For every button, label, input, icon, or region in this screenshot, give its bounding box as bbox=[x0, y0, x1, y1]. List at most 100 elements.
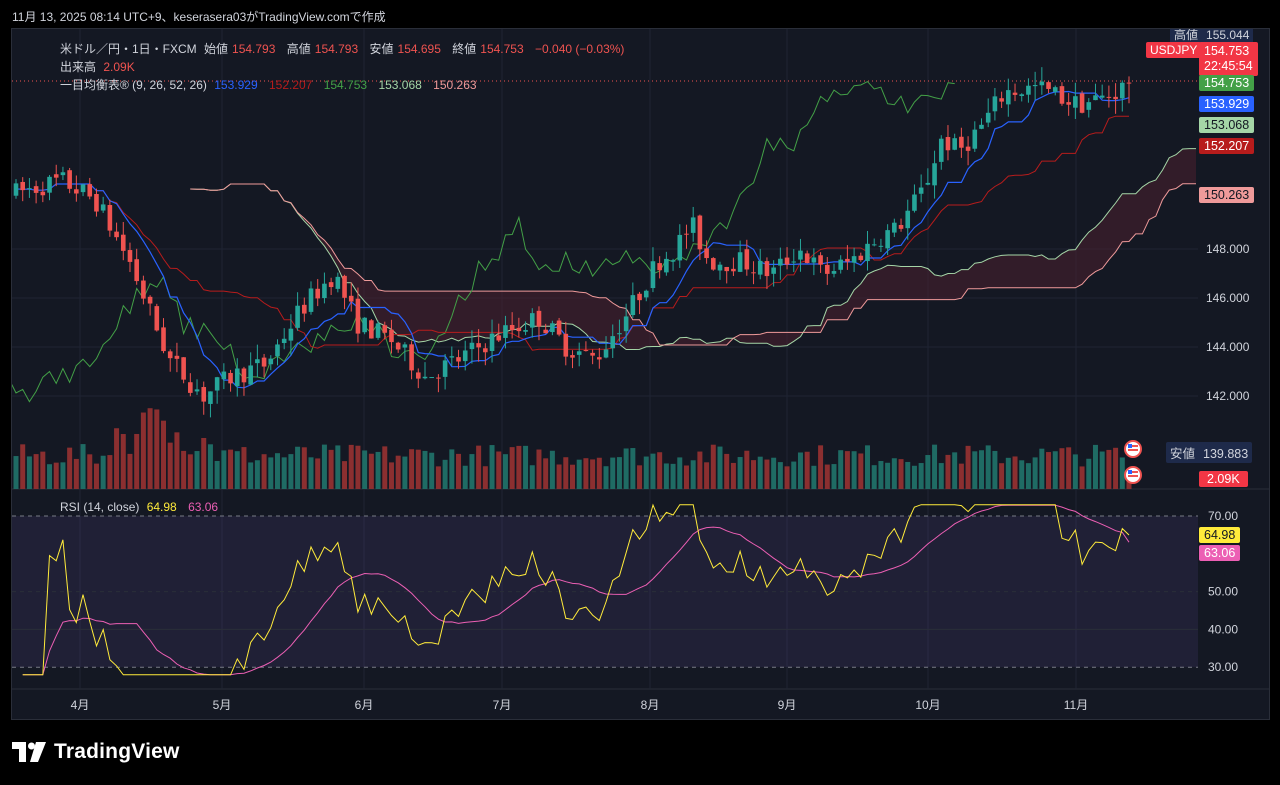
volume-bar bbox=[107, 455, 113, 489]
low-value: 154.695 bbox=[397, 42, 441, 56]
volume-bar bbox=[932, 444, 938, 489]
candle-body bbox=[831, 271, 837, 274]
volume-bar bbox=[945, 454, 951, 489]
snapshot-header: 11月 13, 2025 08:14 UTC+9、keserasera03がTr… bbox=[12, 10, 386, 24]
candle-body bbox=[415, 372, 421, 379]
candle-body bbox=[308, 288, 314, 312]
volume-bar bbox=[1086, 458, 1092, 489]
candle-body bbox=[871, 244, 877, 246]
volume-bar bbox=[254, 460, 260, 489]
candle-body bbox=[1073, 96, 1078, 108]
rsi-tick-label: 50.00 bbox=[1208, 585, 1238, 599]
time-tick-label: 8月 bbox=[641, 698, 660, 712]
low-price-tag-name: 安値 bbox=[1170, 447, 1196, 461]
candle-body bbox=[697, 215, 703, 250]
candle-body bbox=[737, 252, 743, 272]
candle-body bbox=[335, 276, 341, 289]
ichimoku-legend[interactable]: 一目均衡表® (9, 26, 52, 26) 153.929 152.207 1… bbox=[60, 76, 481, 93]
symbol-badge[interactable]: USDJPY bbox=[1146, 42, 1202, 58]
volume-bar bbox=[295, 446, 301, 489]
volume-bar bbox=[140, 412, 146, 489]
volume-bar bbox=[543, 458, 549, 489]
candle-body bbox=[40, 191, 46, 196]
volume-label: 出来高 bbox=[60, 60, 97, 74]
tradingview-brand: TradingView bbox=[54, 740, 180, 763]
candle-body bbox=[1086, 102, 1092, 110]
volume-bar bbox=[851, 451, 857, 489]
rsi-legend[interactable]: RSI (14, close) 64.98 63.06 bbox=[60, 500, 222, 514]
close-label: 終値 bbox=[452, 42, 477, 56]
volume-bar bbox=[683, 465, 689, 489]
candle-body bbox=[1059, 86, 1065, 104]
candle-body bbox=[67, 170, 72, 189]
volume-bar bbox=[53, 462, 59, 489]
candle-body bbox=[1119, 82, 1125, 99]
volume-bar bbox=[456, 453, 462, 489]
candle-body bbox=[838, 259, 843, 270]
ichimoku-span-a-value: 153.068 bbox=[378, 78, 422, 92]
candle-body bbox=[234, 368, 240, 387]
candle-body bbox=[161, 327, 166, 352]
candle-body bbox=[610, 336, 616, 349]
volume-bar bbox=[395, 455, 401, 489]
candle-body bbox=[684, 233, 689, 235]
volume-bar bbox=[13, 456, 19, 489]
volume-bar bbox=[791, 461, 797, 489]
candle-body bbox=[590, 352, 595, 356]
candle-body bbox=[865, 243, 870, 262]
volume-bar bbox=[616, 457, 622, 489]
volume-bar bbox=[797, 452, 803, 489]
volume-bar bbox=[985, 445, 991, 489]
us-flag-stripe-icon bbox=[1128, 471, 1138, 473]
symbol-legend[interactable]: 米ドル／円・1日・FXCM 始値 154.793 高値 154.793 安値 154.… bbox=[60, 40, 628, 57]
volume-bar bbox=[992, 450, 998, 489]
volume-bar bbox=[999, 463, 1005, 489]
high-price-tag-name: 高値 bbox=[1174, 28, 1199, 42]
tradingview-logo[interactable]: TradingView bbox=[12, 740, 180, 764]
candle-body bbox=[878, 245, 884, 247]
candle-body bbox=[1039, 81, 1045, 86]
candle-body bbox=[469, 342, 475, 350]
volume-bar bbox=[476, 445, 482, 489]
volume-bar bbox=[1032, 457, 1038, 489]
candle-body bbox=[20, 181, 26, 191]
volume-bar bbox=[965, 445, 971, 489]
volume-bar bbox=[670, 463, 676, 489]
candle-body bbox=[1126, 82, 1132, 84]
volume-bar bbox=[482, 466, 488, 489]
open-value: 154.793 bbox=[232, 42, 276, 56]
candle-body bbox=[798, 250, 803, 260]
volume-bar bbox=[764, 459, 770, 489]
volume-bar bbox=[1066, 447, 1072, 489]
candle-body bbox=[952, 138, 957, 150]
volume-bar bbox=[415, 449, 421, 489]
volume-bar bbox=[630, 448, 636, 489]
chart-canvas[interactable]: 148.000 146.000 144.000 142.000 4月 5月 6月 7月 8月 9月… bbox=[12, 29, 1270, 720]
candle-body bbox=[965, 146, 971, 151]
ichimoku-span-b-line bbox=[190, 183, 1196, 346]
candle-body bbox=[617, 333, 622, 335]
volume-bar bbox=[690, 460, 696, 489]
volume-legend[interactable]: 出来高 2.09K bbox=[60, 58, 139, 75]
volume-bar bbox=[523, 445, 529, 489]
volume-bar bbox=[717, 446, 723, 489]
volume-bar bbox=[898, 459, 904, 489]
ichimoku-base-line bbox=[15, 115, 1129, 351]
volume-bar bbox=[1119, 457, 1125, 489]
candle-body bbox=[442, 360, 448, 377]
ichimoku-span-b-value: 150.263 bbox=[433, 78, 477, 92]
candle-body bbox=[597, 357, 602, 360]
volume-bar bbox=[1106, 449, 1112, 489]
volume-bar bbox=[1039, 448, 1045, 489]
candle-body bbox=[496, 335, 502, 341]
volume-bar bbox=[811, 465, 817, 489]
candle-body bbox=[489, 333, 495, 351]
rsi-value-tag: 64.98 bbox=[1199, 527, 1241, 543]
chart-frame[interactable]: 148.000 146.000 144.000 142.000 4月 5月 6月 7月 8月 9月… bbox=[11, 28, 1270, 720]
volume-bar bbox=[1079, 466, 1085, 489]
us-flag-stripe-icon bbox=[1128, 449, 1138, 451]
candle-body bbox=[382, 325, 388, 333]
ichimoku-lagging-line bbox=[12, 80, 955, 403]
candle-body bbox=[369, 320, 374, 339]
volume-bar bbox=[342, 461, 348, 489]
